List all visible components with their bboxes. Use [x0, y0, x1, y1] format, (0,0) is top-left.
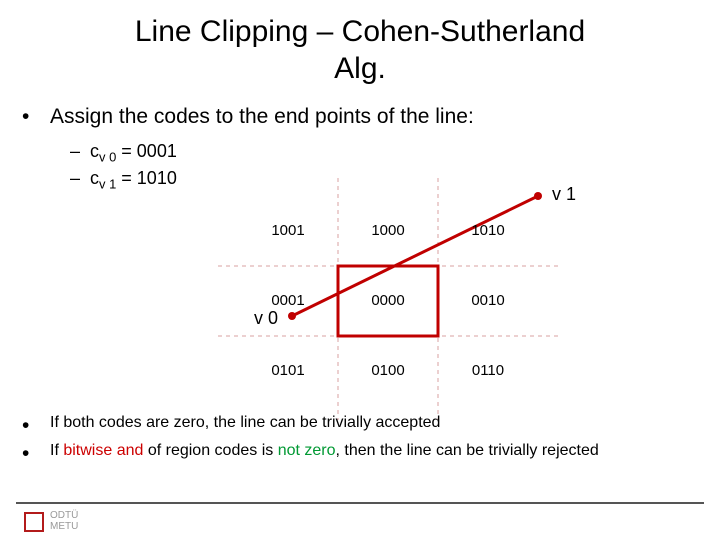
- region-code-1010: 1010: [458, 222, 518, 239]
- region-code-1001: 1001: [258, 222, 318, 239]
- region-code-0000: 0000: [358, 292, 418, 309]
- metu-logo-icon: [24, 512, 44, 532]
- footer-divider: [16, 502, 704, 504]
- title-line2: Alg.: [334, 52, 386, 85]
- endpoint-label: v 0: [254, 308, 278, 329]
- region-code-1000: 1000: [358, 222, 418, 239]
- cohen-sutherland-diagram: 100110001010000100000010010101000110v 0v…: [238, 196, 578, 406]
- region-code-0101: 0101: [258, 362, 318, 379]
- bullet-assign-codes: Assign the codes to the end points of th…: [0, 105, 720, 129]
- endpoint-label: v 1: [552, 184, 576, 205]
- region-code-0001: 0001: [258, 292, 318, 309]
- bullet-trivially-rejected: If bitwise and of region codes is not ze…: [0, 442, 720, 460]
- region-code-0100: 0100: [358, 362, 418, 379]
- region-code-0110: 0110: [458, 362, 518, 379]
- sub-bullet-cv0: cv 0 = 0001: [0, 139, 720, 166]
- bullet-trivially-accepted: If both codes are zero, the line can be …: [0, 414, 720, 432]
- region-code-0010: 0010: [458, 292, 518, 309]
- title-line1: Line Clipping – Cohen-Sutherland: [135, 15, 585, 48]
- metu-logo-text: ODTÜ METU: [50, 511, 78, 532]
- metu-logo: ODTÜ METU: [24, 511, 78, 532]
- slide-title: Line Clipping – Cohen-Sutherland Alg.: [0, 0, 720, 87]
